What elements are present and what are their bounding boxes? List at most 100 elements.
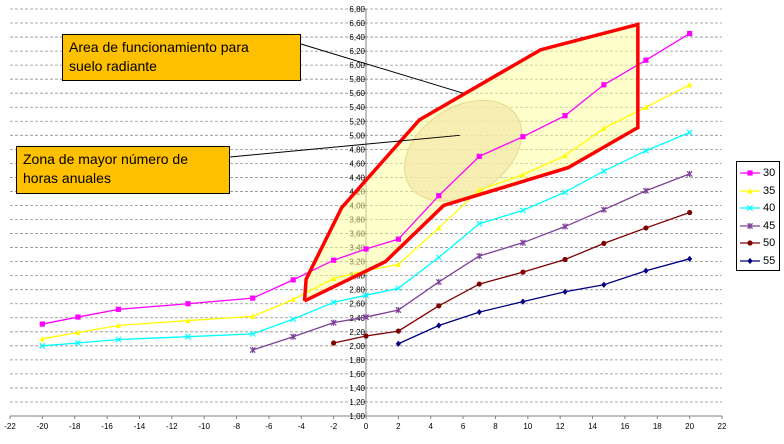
annotation-most-hours-zone: Zona de mayor número de horas anuales [16, 146, 230, 194]
point-35-2 [115, 322, 122, 329]
y-tick-label-24: 5,80 [349, 75, 365, 84]
x-tick-label-11: 0 [364, 422, 369, 431]
series-line-35 [42, 84, 690, 340]
point-35-11 [520, 171, 526, 178]
point-40-12 [562, 189, 569, 196]
point-30-12 [562, 113, 568, 119]
point-40-4 [249, 330, 256, 337]
legend-label-35: 35 [763, 184, 776, 197]
point-45-9 [600, 206, 607, 213]
legend-swatch-55 [740, 257, 760, 264]
point-35-12 [562, 152, 568, 159]
x-tick-label-16: 10 [523, 422, 532, 431]
x-tick-label-1: -20 [37, 422, 49, 431]
legend-item-55: 55 [739, 254, 779, 268]
point-45-7 [519, 239, 526, 246]
x-tick-label-19: 16 [620, 422, 629, 431]
y-tick-label-4: 1,80 [349, 356, 365, 365]
point-35-6 [331, 275, 337, 282]
x-tick-label-10: -2 [330, 422, 338, 431]
point-45-3 [362, 313, 370, 321]
x-tick-label-21: 20 [685, 422, 694, 431]
y-tick-label-21: 5,20 [349, 117, 365, 126]
y-tick-label-28: 6,60 [349, 19, 365, 28]
y-tick-label-2: 1,40 [349, 384, 365, 393]
point-35-10 [476, 186, 482, 193]
x-tick-label-20: 18 [653, 422, 662, 431]
y-tick-label-6: 2,20 [349, 328, 365, 337]
point-40-2 [115, 336, 122, 343]
point-45-6 [476, 252, 483, 260]
point-30-2 [115, 306, 122, 312]
y-tick-label-8: 2,60 [349, 300, 365, 309]
series-line-30 [42, 33, 690, 325]
point-45-1 [290, 333, 297, 340]
point-55-7 [687, 255, 693, 262]
point-35-5 [290, 296, 296, 303]
point-40-8 [395, 285, 402, 292]
point-55-1 [436, 322, 442, 329]
point-50-8 [643, 225, 649, 231]
legend-label-50: 50 [763, 237, 776, 249]
point-55-6 [643, 267, 649, 274]
y-tick-label-23: 5,60 [349, 89, 365, 98]
legend-swatch-45 [740, 222, 760, 229]
point-35-1 [75, 329, 81, 336]
point-45-10 [642, 187, 649, 194]
point-45-2 [330, 319, 337, 326]
point-35-4 [250, 313, 256, 319]
point-40-0 [39, 342, 46, 349]
point-30-7 [363, 246, 369, 252]
point-40-10 [476, 220, 483, 227]
legend-marker-40 [746, 204, 754, 212]
legend-label-30: 30 [763, 167, 776, 179]
x-tick-label-6: -10 [198, 422, 210, 431]
point-30-10 [476, 153, 482, 159]
legend-swatch-30 [740, 170, 760, 176]
point-40-7 [362, 292, 370, 299]
legend-swatch-35 [740, 187, 760, 194]
annotation-operating-area: Area de funcionamiento para suelo radian… [62, 34, 301, 81]
legend-marker-30 [747, 170, 753, 176]
point-30-14 [643, 57, 649, 63]
point-55-2 [476, 309, 482, 316]
point-35-3 [185, 317, 191, 324]
y-tick-label-19: 4,80 [349, 145, 365, 154]
y-tick-label-3: 1,60 [349, 370, 365, 379]
y-tick-label-9: 2,80 [349, 286, 365, 295]
y-tick-label-1: 1,20 [349, 398, 365, 407]
y-tick-label-20: 5,00 [349, 131, 365, 140]
y-tick-label-27: 6,40 [349, 33, 365, 42]
legend-item-45: 45 [739, 219, 779, 233]
point-40-1 [74, 339, 81, 347]
y-tick-label-18: 4,60 [349, 159, 365, 168]
y-tick-label-22: 5,40 [349, 103, 365, 112]
point-35-9 [436, 224, 442, 231]
legend-marker-35 [747, 187, 753, 194]
legend-item-35: 35 [739, 184, 779, 198]
point-50-7 [601, 240, 607, 246]
legend-marker-55 [747, 257, 753, 264]
point-50-6 [562, 256, 568, 263]
point-55-5 [601, 281, 607, 288]
point-35-0 [39, 335, 45, 342]
point-45-8 [562, 223, 569, 230]
annotation-most-hours-text: Zona de mayor número de horas anuales [23, 151, 188, 186]
point-50-5 [520, 269, 526, 275]
annotation-operating-area-text: Area de funcionamiento para suelo radian… [69, 39, 249, 74]
point-30-0 [39, 321, 45, 327]
legend-item-30: 30 [739, 166, 779, 180]
point-45-0 [249, 346, 256, 354]
x-tick-label-3: -16 [101, 422, 113, 431]
point-40-6 [330, 299, 337, 306]
point-40-3 [184, 333, 192, 340]
legend-swatch-40 [740, 204, 760, 212]
x-tick-label-2: -18 [69, 422, 81, 431]
leader-line-most-hours [229, 134, 460, 158]
series-35 [39, 81, 693, 342]
x-tick-label-12: 2 [396, 422, 401, 431]
x-tick-label-4: -14 [134, 422, 146, 431]
series-line-50 [333, 211, 690, 344]
point-40-11 [519, 207, 526, 214]
series-50 [331, 209, 693, 346]
